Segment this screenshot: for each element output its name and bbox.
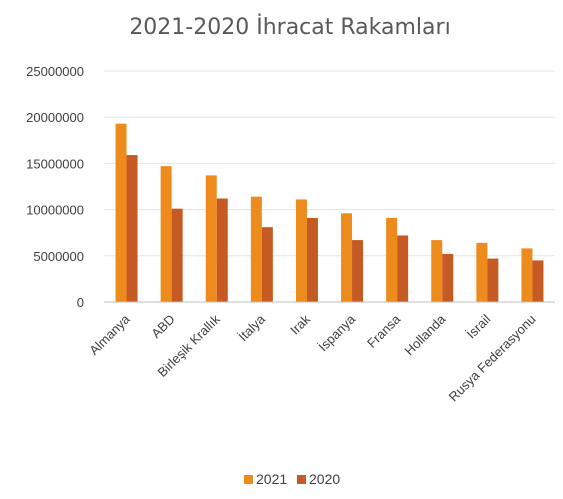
- legend-label-2021: 2021: [256, 471, 287, 487]
- bar-2021: [160, 166, 172, 302]
- bar-2021: [521, 248, 533, 302]
- bar-2021: [295, 199, 307, 302]
- bar-2020: [126, 155, 138, 302]
- legend: 2021 2020: [244, 471, 340, 487]
- x-category-label: Almanya: [86, 311, 133, 358]
- bar-2021: [250, 196, 262, 302]
- legend-swatch-2020: [297, 475, 306, 484]
- x-category-label: Rusya Federasyonu: [446, 312, 539, 405]
- bar-2021: [341, 213, 353, 302]
- x-category-label: Irak: [287, 311, 313, 337]
- bar-2021: [205, 175, 217, 302]
- chart-title: 2021-2020 İhracat Rakamları: [129, 14, 450, 40]
- x-category-label: İtalya: [235, 311, 268, 344]
- y-tick-label: 20000000: [26, 110, 84, 125]
- bar-2020: [261, 227, 273, 302]
- bar-2020: [306, 217, 318, 302]
- legend-label-2020: 2020: [309, 471, 340, 487]
- bar-2020: [397, 235, 409, 302]
- bar-2020: [442, 253, 454, 302]
- bar-2020: [216, 198, 228, 302]
- x-category-label: Hollanda: [401, 311, 448, 358]
- x-category-label: Fransa: [364, 311, 404, 351]
- x-category-label: İspanya: [315, 311, 358, 354]
- bar-2021: [115, 123, 127, 302]
- bar-2020: [487, 258, 499, 302]
- bar-2021: [431, 240, 443, 302]
- legend-swatch-2021: [244, 475, 253, 484]
- y-tick-label: 5000000: [33, 249, 84, 264]
- y-tick-label: 0: [77, 295, 84, 310]
- bar-2020: [352, 240, 364, 302]
- y-tick-label: 25000000: [26, 64, 84, 79]
- x-category-label: İsrail: [463, 311, 493, 341]
- y-tick-label: 10000000: [26, 203, 84, 218]
- y-axis-ticks: 0 5000000 10000000 15000000 20000000 25000000: [26, 64, 84, 310]
- bar-2020: [532, 260, 544, 302]
- y-tick-label: 15000000: [26, 156, 84, 171]
- bar-2021: [476, 242, 488, 302]
- bar-2021: [386, 217, 398, 302]
- bars: [115, 123, 544, 302]
- bar-2020: [171, 208, 183, 302]
- x-category-label: ABD: [148, 312, 178, 342]
